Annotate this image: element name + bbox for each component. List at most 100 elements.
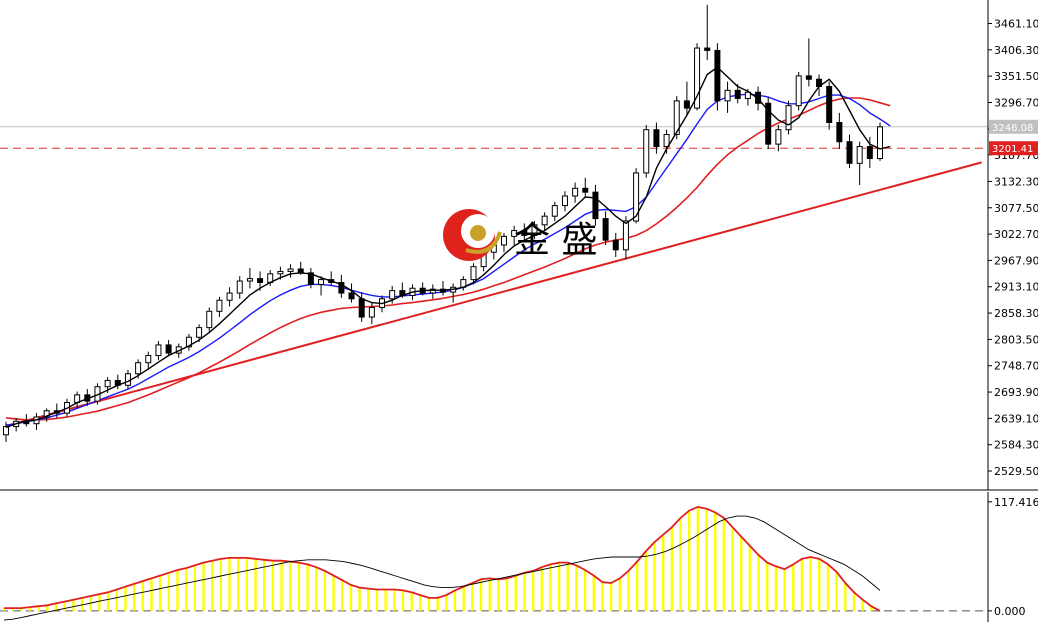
candle-body-up — [287, 268, 294, 272]
candle — [338, 274, 345, 298]
candle — [3, 421, 9, 442]
y-tick-label: 2913.10 — [994, 281, 1038, 294]
candle-body-down — [348, 292, 355, 300]
candle-body-down — [734, 89, 741, 99]
candle — [633, 168, 640, 224]
y-tick-label: 3077.50 — [994, 202, 1038, 215]
candle-body-up — [206, 310, 213, 329]
candle-body-up — [541, 215, 548, 226]
candle-body-up — [104, 379, 111, 388]
candle — [429, 284, 436, 299]
candle — [440, 281, 446, 296]
watermark-text: 金 盛 — [514, 220, 597, 261]
price-panel — [0, 4, 988, 442]
watermark: 金 盛 — [443, 209, 597, 261]
candle-body-up — [43, 410, 50, 418]
candle-body-down — [826, 85, 833, 123]
candle — [765, 97, 772, 149]
y-tick-label: 3022.70 — [994, 228, 1038, 241]
candle-body-up — [673, 100, 680, 136]
candle-body-up — [368, 306, 375, 318]
support-price-badge: 3201.41 — [992, 144, 1033, 155]
y-tick-label: 2529.50 — [994, 465, 1038, 478]
candle-body-down — [714, 49, 721, 102]
candle — [419, 282, 426, 296]
candle-body-up — [500, 235, 507, 246]
ma-red-line — [5, 97, 891, 421]
candle — [287, 264, 294, 278]
candle-body-up — [389, 290, 396, 300]
candle-body-up — [663, 134, 670, 148]
trendline — [5, 161, 982, 428]
logo-gold-dot — [470, 225, 486, 241]
candle-body-up — [744, 91, 751, 99]
logo-swoosh — [465, 231, 502, 254]
candle-body-down — [866, 146, 873, 160]
y-tick-label: 2584.30 — [994, 439, 1038, 452]
candle — [33, 413, 40, 430]
candle — [450, 283, 457, 303]
candle — [206, 307, 213, 332]
candle-body-up — [429, 288, 436, 294]
candle — [521, 223, 528, 241]
candle-body-up — [277, 270, 284, 275]
candle — [805, 38, 812, 87]
candle-body-up — [877, 126, 883, 160]
candle-body-up — [226, 292, 233, 301]
candle — [826, 81, 833, 130]
candle-body-up — [155, 344, 162, 356]
candle-body-down — [846, 141, 853, 164]
candle — [246, 268, 253, 289]
candle-body-up — [572, 187, 579, 197]
candle — [877, 122, 883, 161]
candle-body-up — [724, 89, 731, 102]
y-tick-label: 3132.30 — [994, 175, 1038, 188]
osc-tick-label: 0.000 — [994, 605, 1026, 618]
y-tick-label: 2967.90 — [994, 254, 1038, 267]
candle-body-down — [521, 230, 528, 236]
candle — [694, 43, 701, 111]
y-tick-label: 2803.50 — [994, 333, 1038, 346]
candle-body-up — [511, 230, 518, 237]
candle-body-down — [805, 75, 812, 80]
candle-body-down — [582, 187, 589, 193]
candle-body-up — [633, 172, 640, 222]
candle — [155, 341, 162, 361]
candle — [500, 232, 507, 253]
y-tick-label: 2693.90 — [994, 386, 1038, 399]
candle — [114, 374, 121, 390]
candle — [196, 324, 203, 343]
candle-body-up — [785, 105, 792, 131]
current-price-badge: 3246.08 — [992, 123, 1033, 134]
candle-body-up — [145, 354, 152, 364]
histogram-outline — [4, 505, 881, 612]
candle — [643, 124, 650, 178]
y-tick-label: 3296.70 — [994, 96, 1038, 109]
candle — [704, 4, 711, 61]
candle-body-up — [694, 47, 701, 109]
candle — [612, 232, 619, 258]
candle — [185, 333, 192, 351]
candle-body-up — [318, 279, 325, 285]
candle-body-up — [236, 280, 243, 294]
candle — [724, 81, 731, 113]
candle — [216, 296, 223, 318]
ma-blue-line — [5, 93, 891, 426]
candle-body-up — [856, 146, 863, 164]
candle — [866, 136, 873, 169]
candle-body-down — [836, 122, 843, 143]
candle — [856, 141, 863, 185]
candle-body-up — [795, 75, 802, 107]
candle — [775, 124, 782, 152]
candle — [328, 271, 335, 286]
candle — [785, 100, 792, 135]
candle-body-up — [551, 205, 558, 217]
candle — [795, 72, 802, 111]
candle — [541, 212, 548, 231]
candle — [592, 184, 599, 226]
candle-body-up — [643, 129, 650, 174]
candle-body-up — [775, 129, 782, 145]
candle-body-up — [3, 426, 9, 436]
